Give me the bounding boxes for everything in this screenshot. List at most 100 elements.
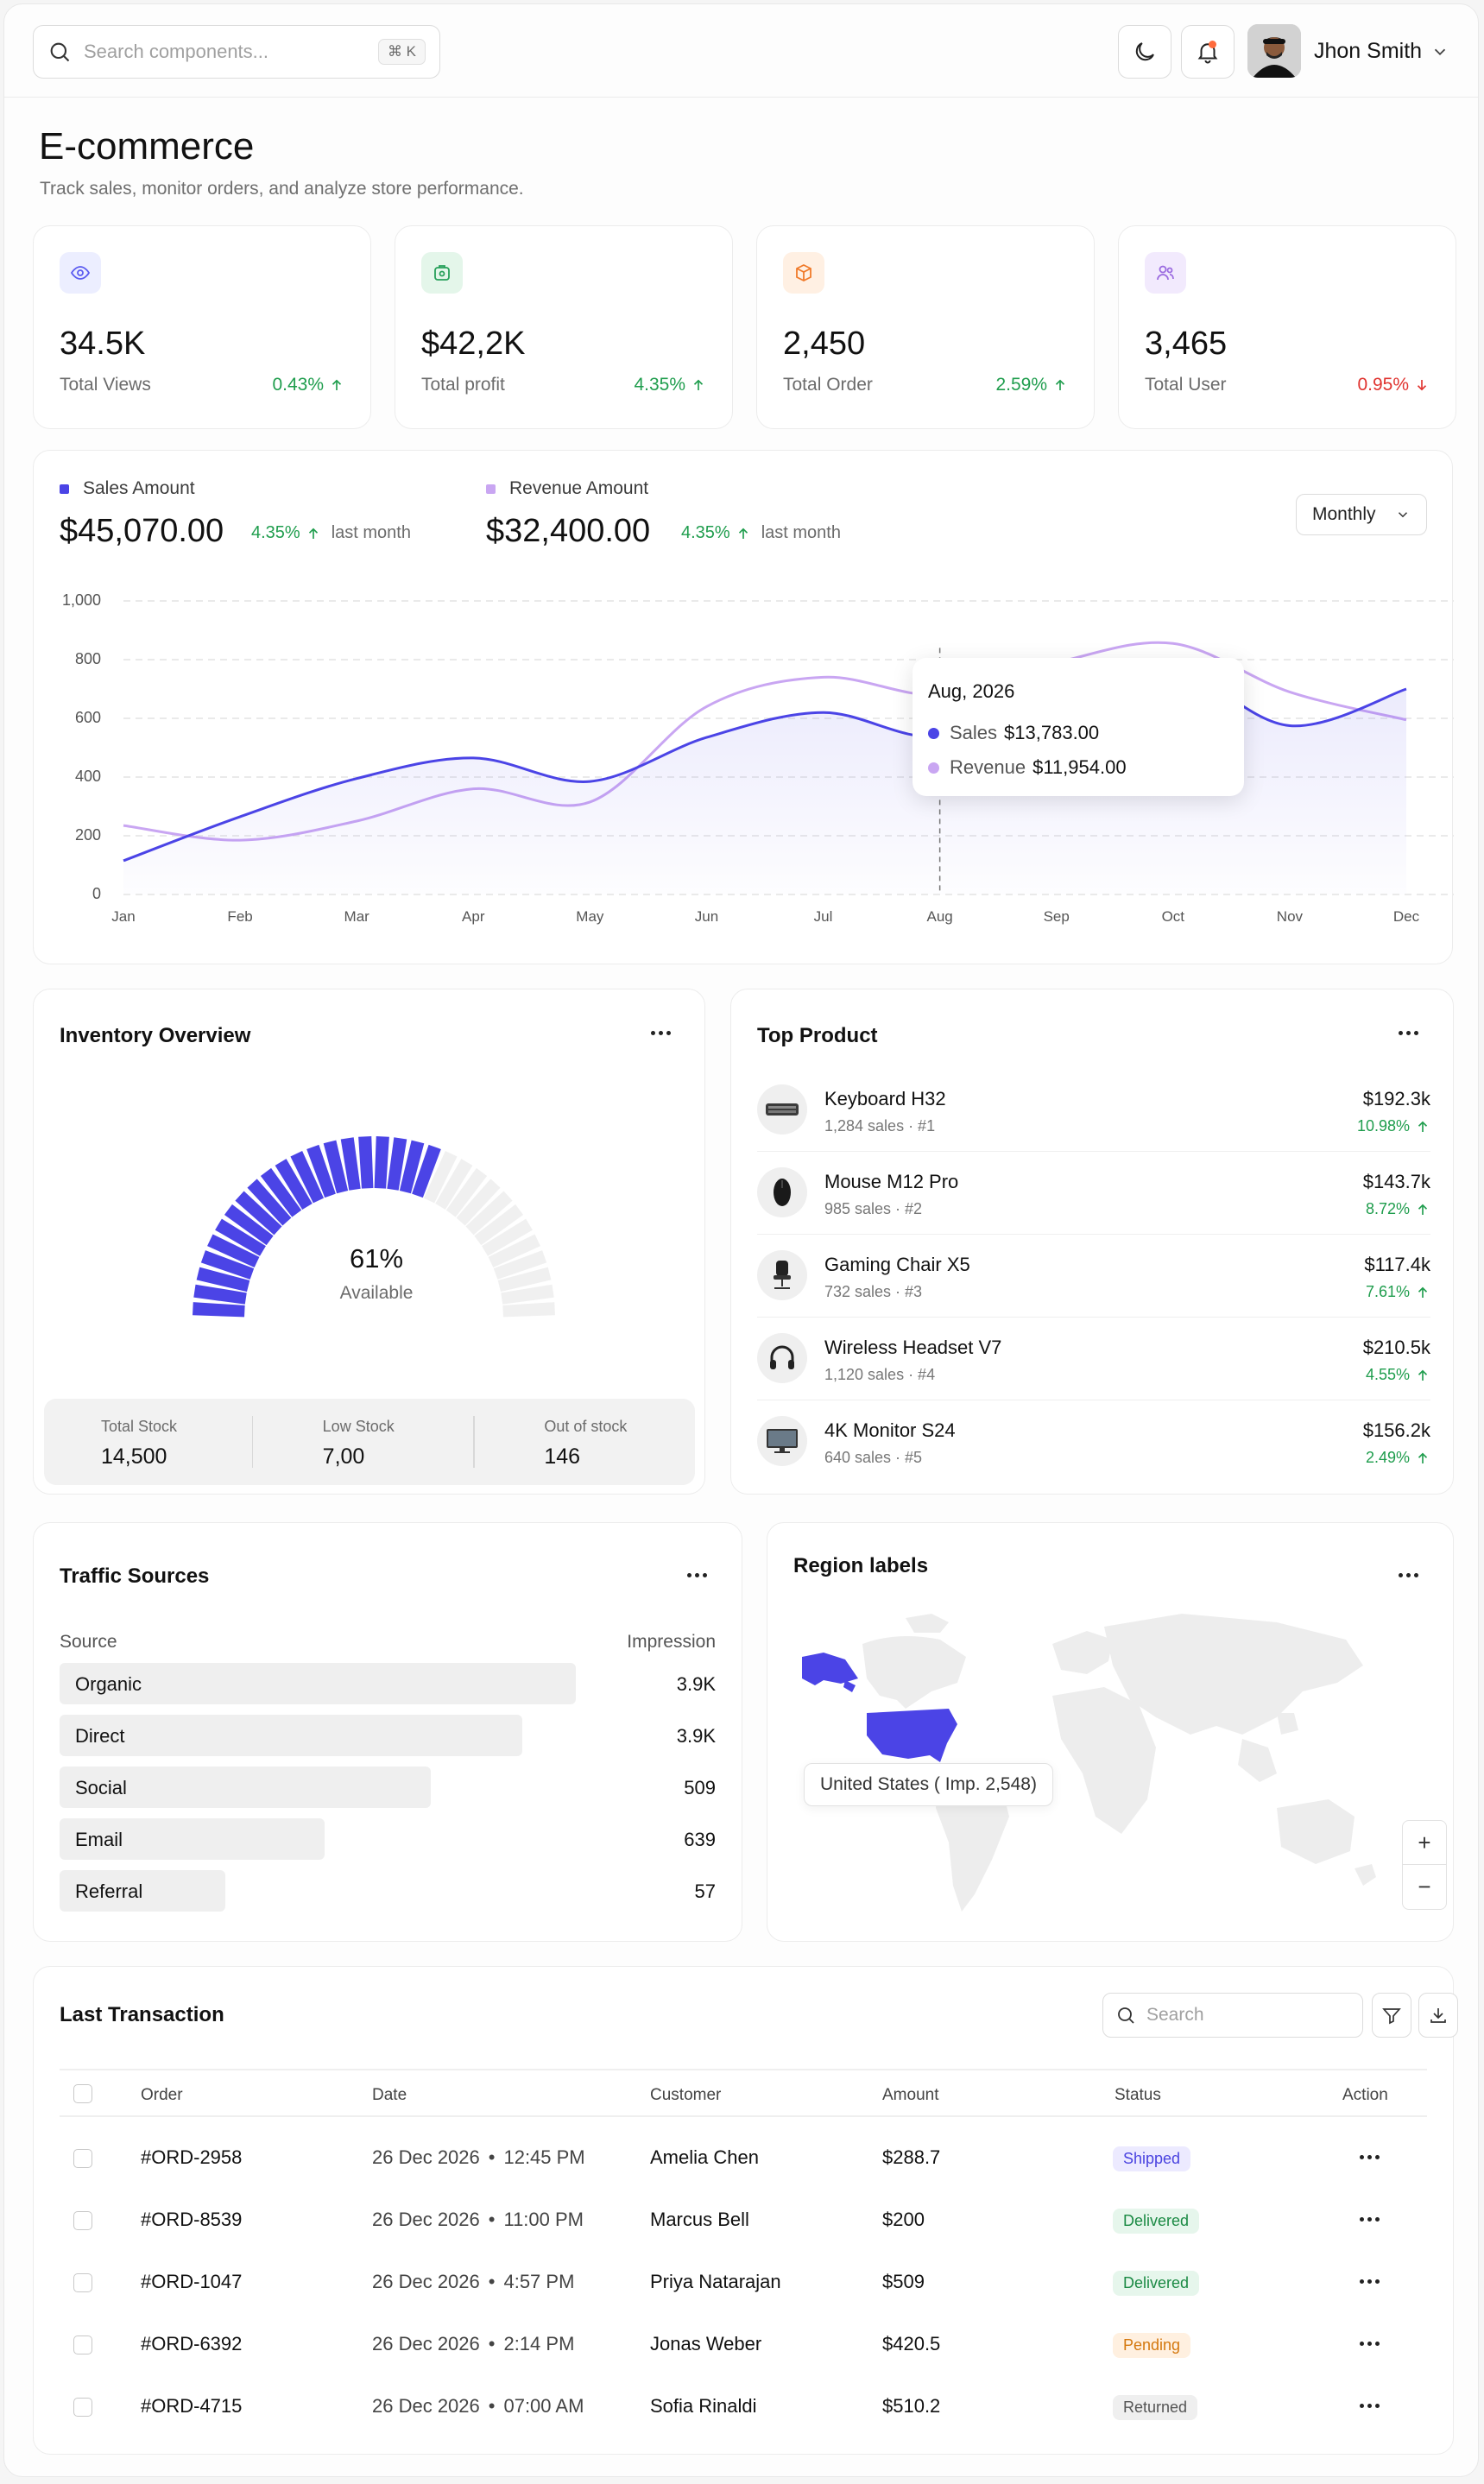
order-date-day: 26 Dec 2026 bbox=[372, 2271, 480, 2292]
stat-change-value: 0.43% bbox=[272, 375, 324, 395]
row-checkbox[interactable] bbox=[73, 2149, 92, 2168]
eye-icon bbox=[60, 252, 101, 294]
row-action-button[interactable] bbox=[1360, 2155, 1380, 2159]
region-title: Region labels bbox=[793, 1554, 929, 1577]
region-more-button[interactable] bbox=[1392, 1564, 1424, 1585]
gauge-segment bbox=[207, 1234, 260, 1268]
sales-period: last month bbox=[331, 523, 411, 542]
row-checkbox[interactable] bbox=[73, 2211, 92, 2230]
gauge-segment bbox=[482, 1218, 533, 1256]
gauge-segment bbox=[493, 1250, 547, 1280]
product-row[interactable]: 4K Monitor S24 640 sales · #5 $156.2k 2.49% bbox=[757, 1400, 1430, 1483]
product-row[interactable]: Keyboard H32 1,284 sales · #1 $192.3k 10.98… bbox=[757, 1069, 1430, 1152]
product-row[interactable]: Gaming Chair X5 732 sales · #3 $117.4k 7.61… bbox=[757, 1235, 1430, 1318]
row-action-button[interactable] bbox=[1360, 2279, 1380, 2284]
x-tick-label: May bbox=[576, 908, 604, 925]
product-sales: 732 sales · #3 bbox=[824, 1283, 923, 1300]
gauge-segment bbox=[502, 1302, 555, 1318]
gauge-segment bbox=[474, 1204, 524, 1246]
row-checkbox[interactable] bbox=[73, 2335, 92, 2354]
y-tick-label: 200 bbox=[74, 826, 101, 844]
order-id[interactable]: #ORD-8539 bbox=[141, 2209, 243, 2230]
product-change: 7.61% bbox=[1366, 1283, 1430, 1301]
product-name: Keyboard H32 bbox=[824, 1088, 946, 1109]
row-action-button[interactable] bbox=[1360, 2217, 1380, 2222]
x-tick-label: Mar bbox=[344, 908, 369, 925]
user-name[interactable]: Jhon Smith bbox=[1314, 39, 1423, 63]
row-checkbox[interactable] bbox=[73, 2273, 92, 2292]
product-change-value: 2.49% bbox=[1365, 1449, 1410, 1466]
map-tooltip: United States ( Imp. 2,548) bbox=[804, 1763, 1053, 1806]
tooltip-sales-key: Sales bbox=[950, 722, 998, 743]
customer-name: Priya Natarajan bbox=[650, 2271, 781, 2292]
arrow-up-icon bbox=[738, 528, 748, 539]
product-change: 10.98% bbox=[1357, 1117, 1430, 1135]
row-checkbox[interactable] bbox=[73, 2398, 92, 2417]
sales-amount: $45,070.00 bbox=[60, 513, 224, 549]
order-date: 26 Dec 2026 • 2:14 PM bbox=[372, 2333, 574, 2355]
product-price: $117.4k bbox=[1364, 1254, 1430, 1275]
order-id[interactable]: #ORD-4715 bbox=[141, 2395, 243, 2417]
gauge-segment bbox=[435, 1159, 473, 1210]
status-badge: Pending bbox=[1113, 2333, 1191, 2358]
arrow-up-icon bbox=[1418, 1204, 1428, 1215]
sales-change-value: 4.35% bbox=[251, 523, 300, 542]
inventory-more-button[interactable] bbox=[645, 1022, 676, 1043]
transactions-search-input[interactable]: Search bbox=[1102, 1993, 1363, 2038]
gauge-segment bbox=[260, 1167, 302, 1217]
user-avatar-icon bbox=[1247, 24, 1301, 78]
zoom-in-button[interactable]: + bbox=[1402, 1820, 1447, 1865]
date-separator: • bbox=[488, 2395, 496, 2417]
product-row[interactable]: Wireless Headset V7 1,120 sales · #4 $210.… bbox=[757, 1318, 1430, 1400]
search-input[interactable]: Search components... ⌘ K bbox=[33, 25, 440, 79]
transactions-search-placeholder: Search bbox=[1146, 2005, 1204, 2025]
product-name: 4K Monitor S24 bbox=[824, 1419, 956, 1441]
table-header-cell: Status bbox=[1115, 2086, 1161, 2104]
row-action-button[interactable] bbox=[1360, 2404, 1380, 2408]
product-change-value: 7.61% bbox=[1365, 1283, 1410, 1300]
notification-button[interactable] bbox=[1181, 25, 1235, 79]
headset-icon bbox=[757, 1333, 807, 1383]
chevron-down-icon bbox=[1398, 512, 1408, 518]
avatar[interactable] bbox=[1247, 24, 1301, 78]
product-change: 4.55% bbox=[1366, 1366, 1430, 1384]
total-stock-value: 14,500 bbox=[101, 1444, 167, 1469]
gauge-segment bbox=[387, 1137, 407, 1191]
traffic-impression: 639 bbox=[684, 1829, 716, 1850]
select-all-checkbox[interactable] bbox=[73, 2084, 92, 2103]
low-stock-label: Low Stock bbox=[322, 1418, 395, 1435]
order-date-time: 11:00 PM bbox=[503, 2209, 584, 2230]
wallet-icon bbox=[421, 252, 463, 294]
order-id[interactable]: #ORD-2958 bbox=[141, 2146, 243, 2168]
x-tick-label: Apr bbox=[462, 908, 485, 925]
x-tick-label: Oct bbox=[1161, 908, 1185, 925]
arrow-up-icon bbox=[693, 379, 704, 390]
gauge-segment bbox=[247, 1179, 292, 1226]
theme-toggle-button[interactable] bbox=[1118, 25, 1171, 79]
product-row[interactable]: Mouse M12 Pro 985 sales · #2 $143.7k 8.72% bbox=[757, 1152, 1430, 1235]
filter-button[interactable] bbox=[1372, 1993, 1411, 2038]
legend-sales-label: Sales Amount bbox=[83, 478, 195, 498]
traffic-more-button[interactable] bbox=[681, 1564, 712, 1585]
row-action-button[interactable] bbox=[1360, 2342, 1380, 2346]
gauge-segment bbox=[456, 1179, 501, 1226]
date-separator: • bbox=[488, 2271, 496, 2292]
total-stock: Total Stock 14,500 bbox=[44, 1399, 252, 1485]
status-badge: Delivered bbox=[1113, 2209, 1200, 2234]
y-tick-label: 1,000 bbox=[61, 591, 101, 609]
gauge-segment bbox=[323, 1140, 349, 1194]
download-button[interactable] bbox=[1418, 1993, 1458, 2038]
table-header-cell: Date bbox=[372, 2086, 407, 2104]
product-sales: 985 sales · #2 bbox=[824, 1200, 923, 1217]
product-change-value: 10.98% bbox=[1356, 1117, 1410, 1135]
order-id[interactable]: #ORD-6392 bbox=[141, 2333, 243, 2354]
gauge-segment bbox=[193, 1284, 247, 1305]
top-product-more-button[interactable] bbox=[1392, 1022, 1424, 1043]
revenue-change: 4.35% last month bbox=[681, 523, 841, 543]
chevron-down-icon[interactable] bbox=[1430, 42, 1449, 61]
table-divider bbox=[60, 2069, 1427, 2070]
period-select[interactable]: Monthly bbox=[1296, 494, 1427, 535]
order-id[interactable]: #ORD-1047 bbox=[141, 2271, 243, 2292]
filter-icon bbox=[1382, 2008, 1401, 2025]
zoom-out-button[interactable]: − bbox=[1402, 1865, 1447, 1910]
